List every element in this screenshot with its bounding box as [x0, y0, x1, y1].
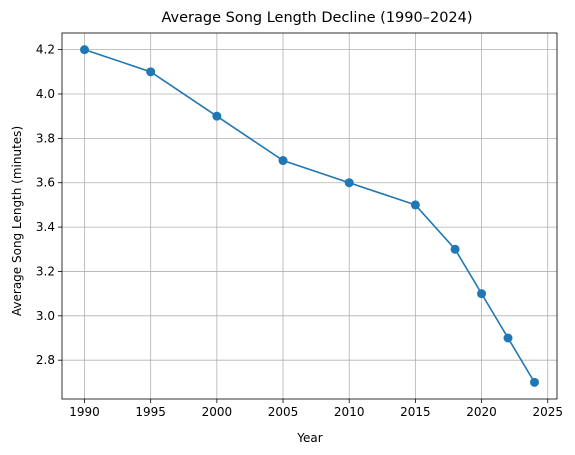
- y-tick-label: 3.8: [36, 131, 55, 145]
- data-point: [410, 200, 420, 210]
- x-tick-label: 2000: [202, 405, 233, 419]
- data-point: [278, 156, 288, 166]
- x-tick-label: 1995: [135, 405, 166, 419]
- x-axis-label: Year: [296, 431, 322, 445]
- x-tick-label: 2010: [334, 405, 365, 419]
- x-tick-label: 2015: [400, 405, 431, 419]
- series-line: [84, 48, 536, 383]
- series-layer: [80, 45, 539, 387]
- grid: [62, 33, 557, 399]
- y-tick-label: 3.0: [36, 309, 55, 323]
- y-tick-label: 3.6: [36, 176, 55, 190]
- data-point: [477, 289, 487, 299]
- chart-title: Average Song Length Decline (1990–2024): [161, 10, 472, 26]
- y-tick-label: 4.0: [36, 87, 55, 101]
- y-tick-label: 3.2: [36, 264, 55, 278]
- data-point: [530, 377, 539, 387]
- data-point: [80, 45, 89, 55]
- data-point: [503, 333, 513, 343]
- x-tick-label: 2005: [268, 405, 299, 419]
- x-tick-label: 2025: [532, 405, 563, 419]
- y-tick-label: 4.2: [36, 43, 55, 57]
- ticks: 1990 1995 2000 2005 2010 2015 2020 2025 2.8 3.0 3.…: [36, 43, 563, 419]
- x-tick-label: 2020: [466, 405, 497, 419]
- data-point: [450, 244, 460, 254]
- x-tick-label: 1990: [69, 405, 100, 419]
- data-point: [146, 67, 156, 77]
- plot-area-frame: [61, 32, 558, 400]
- y-tick-label: 3.4: [36, 220, 55, 234]
- y-tick-label: 2.8: [36, 353, 55, 367]
- y-axis-label: Average Song Length (minutes): [10, 126, 24, 316]
- data-point: [344, 178, 354, 188]
- data-point: [212, 111, 222, 121]
